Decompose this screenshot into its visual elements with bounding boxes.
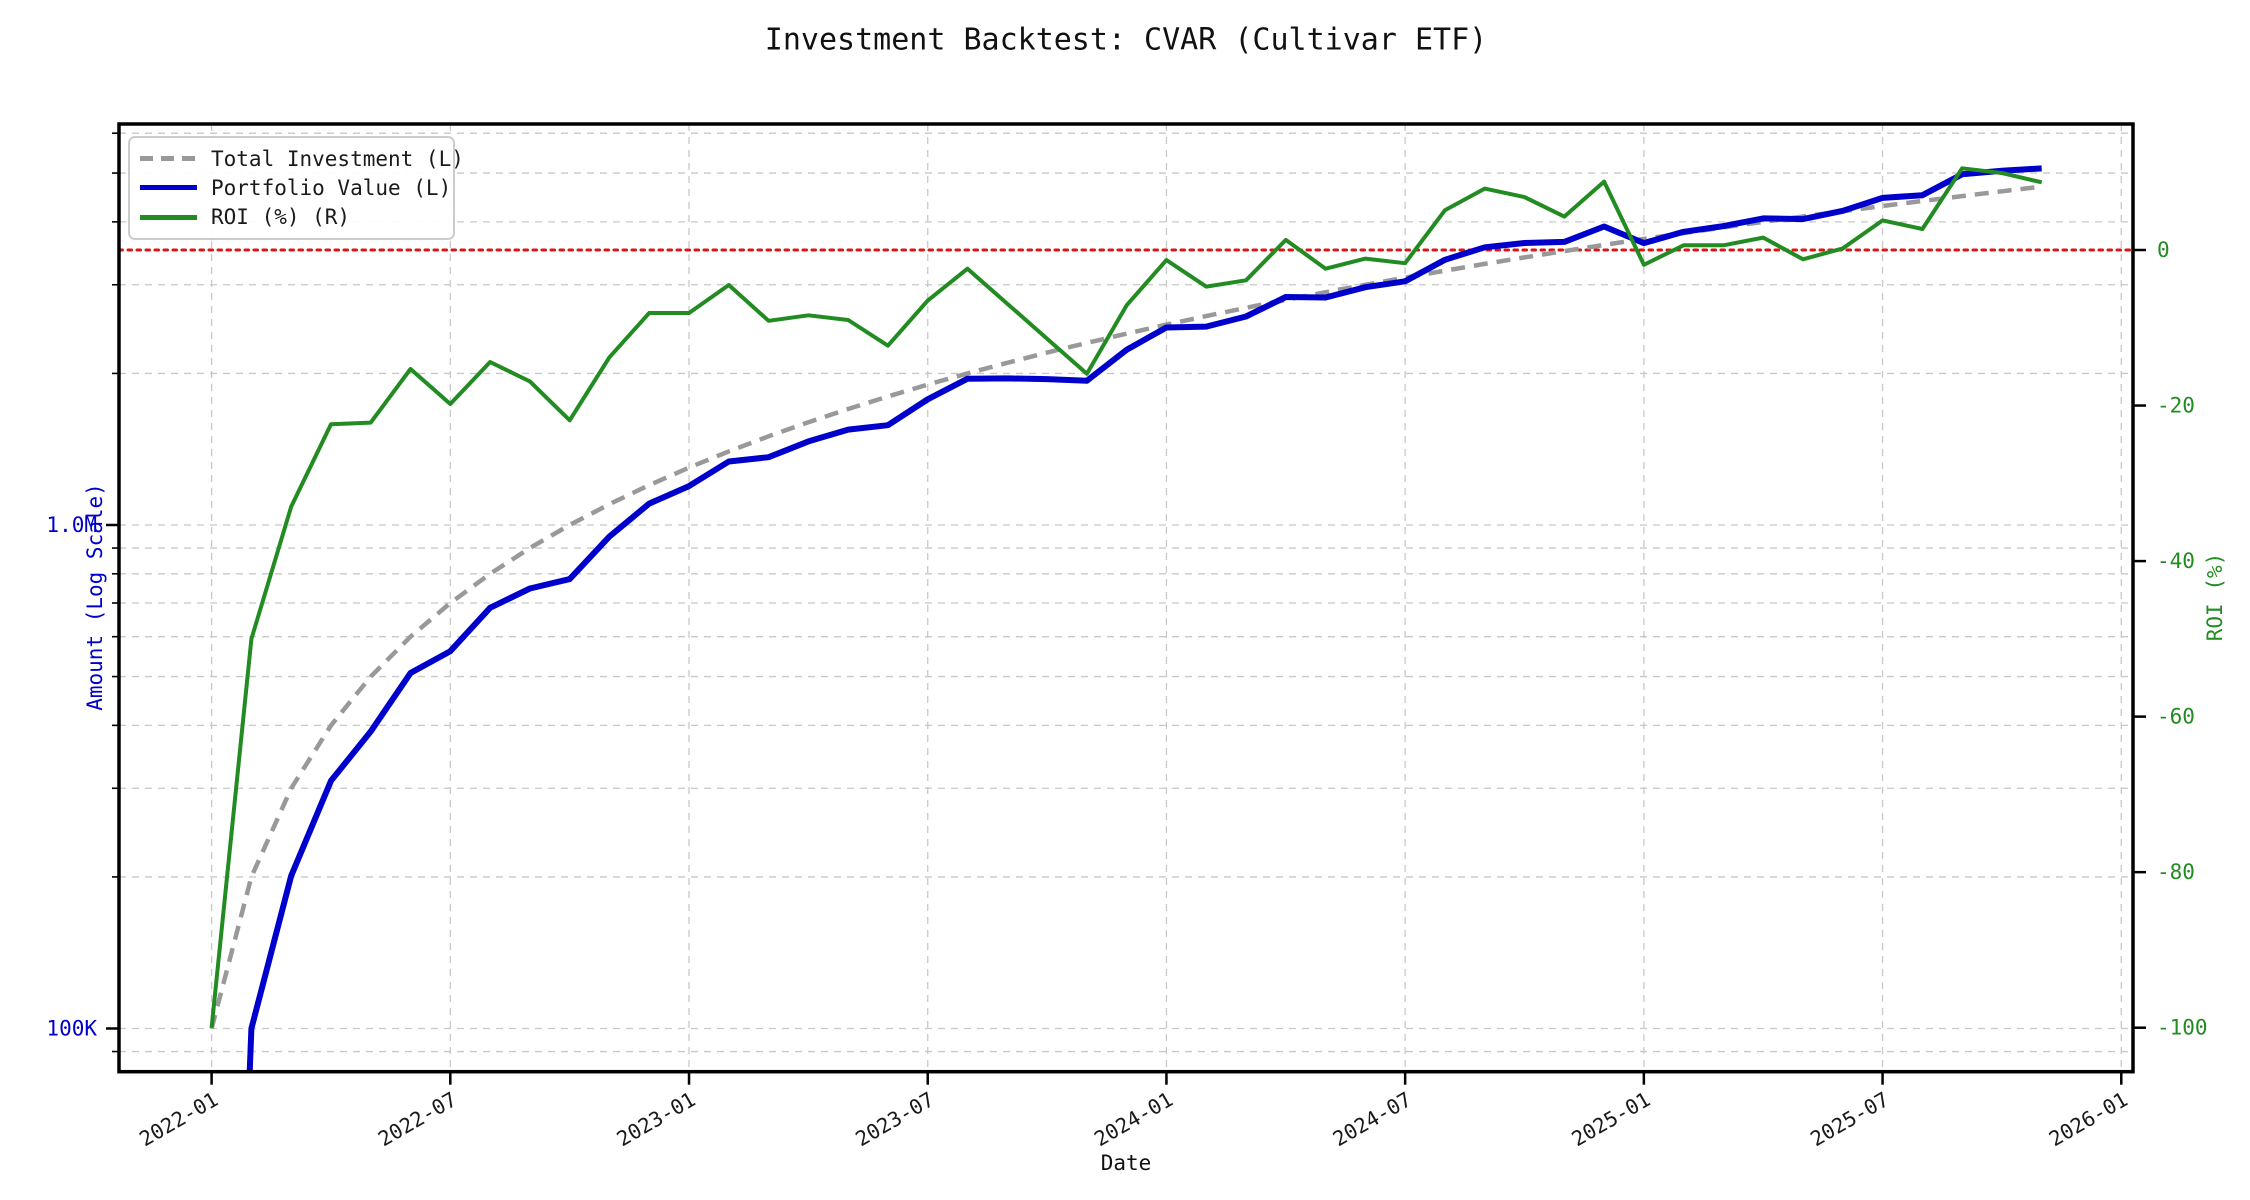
plot-border bbox=[117, 122, 2135, 1074]
roi-line bbox=[209, 166, 2043, 1028]
total-investment-line-sample bbox=[140, 156, 197, 162]
right-tick-label: -40 bbox=[2157, 549, 2195, 573]
right-tick-label: -80 bbox=[2157, 860, 2195, 884]
legend-label: Total Investment (L) bbox=[211, 146, 464, 171]
left-tick-label: 1.0M bbox=[46, 513, 97, 537]
left-tick-label: 100K bbox=[46, 1017, 97, 1041]
right-tick-label: 0 bbox=[2157, 238, 2170, 262]
portfolio-value-line bbox=[246, 165, 2042, 1072]
portfolio-value-line-sample bbox=[140, 185, 197, 191]
legend-label: Portfolio Value (L) bbox=[211, 175, 452, 200]
legend: Total Investment (L) Portfolio Value (L)… bbox=[128, 136, 464, 240]
right-tick-label: -20 bbox=[2157, 394, 2195, 418]
roi-line-sample bbox=[140, 214, 197, 220]
left-axis-title: Amount (Log Scale) bbox=[83, 483, 107, 711]
right-axis-title: ROI (%) bbox=[2203, 552, 2227, 642]
legend-label: ROI (%) (R) bbox=[211, 205, 351, 230]
right-tick-label: -60 bbox=[2157, 705, 2195, 729]
chart-title: Investment Backtest: CVAR (Cultivar ETF) bbox=[764, 22, 1488, 58]
legend-item-total-investment: Total Investment (L) bbox=[140, 144, 464, 173]
series-group bbox=[209, 165, 2043, 1072]
legend-item-roi: ROI (%) (R) bbox=[140, 203, 443, 232]
x-axis-title: Date bbox=[1100, 1151, 1152, 1175]
legend-item-portfolio-value: Portfolio Value (L) bbox=[140, 173, 451, 202]
right-tick-label: -100 bbox=[2157, 1016, 2208, 1040]
